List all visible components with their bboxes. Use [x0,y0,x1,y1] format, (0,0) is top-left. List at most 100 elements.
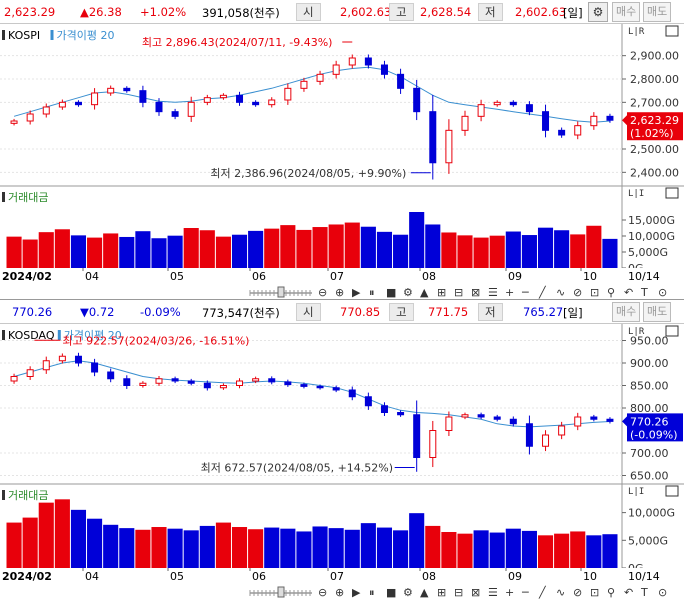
kosdaq-x-tick-label: 07 [330,570,344,583]
kospi-tool-icon: ∿ [556,286,565,299]
kosdaq-volume-bar [409,513,425,568]
kospi-last-price-pointer [622,115,627,126]
kospi-candle [187,101,195,117]
kospi-candle [252,101,260,106]
kospi-toolbar-icons[interactable]: ⊖ ⊕ ▶ ⏸ ■ ⚙ ▲ ⊞ ⊟ ⊠ ☰ + ─ ╱ ∿ ⊘ ⊡ ⚲ ↶ T ⊙ [0,284,684,300]
kospi-tool-icon: ⊕ [335,286,344,299]
kospi-tool-icon: ⊠ [471,286,480,299]
kosdaq-tool-icon: T [640,586,648,599]
kosdaq-tool-icon: ⊠ [471,586,480,599]
gear-icon[interactable]: ⚙ [588,2,608,22]
kosdaq-toolbar-icons[interactable]: ⊖ ⊕ ▶ ⏸ ■ ⚙ ▲ ⊞ ⊟ ⊠ ☰ + ─ ╱ ∿ ⊘ ⊡ ⚲ ↶ T ⊙ [0,584,684,600]
kospi-tool-icon: ⚙ [403,286,413,299]
kospi-min-annotation: 최저 2,386.96(2024/08/05, +9.90%) [210,167,406,180]
kosdaq-candle [493,416,501,420]
kospi-volume-bar [264,228,280,268]
kosdaq-candle [139,382,147,386]
kosdaq-x-tick-label: 05 [170,570,184,583]
kosdaq-tool-icon: ∿ [556,586,565,599]
kospi-volume-bar [87,237,103,268]
kosdaq-candle [58,355,66,362]
kospi-volume-bar [586,225,602,268]
kosdaq-volume-label: 거래대금 [8,489,48,502]
kosdaq-volume-bar [215,522,231,568]
kospi-lr-button: L|R [628,27,645,37]
kosdaq-max-annotation: 최고 922.57(2024/03/26, -16.51%) [62,334,249,347]
kospi-tool-icon: T [640,286,648,299]
kosdaq-ma-line [13,360,610,428]
kosdaq-chart-panel: KOSDAQ 가격이평 20 950.00 900.00 850.00 800.00 700… [0,324,684,568]
kosdaq-chart-svg: KOSDAQ 가격이평 20 950.00 900.00 850.00 800.00 700… [0,324,684,568]
kosdaq-price-tick-label: 950.00 [630,335,669,348]
kosdaq-change: ▼0.72 [80,305,115,319]
kosdaq-volume-bar [38,502,54,568]
kosdaq-high-label: 고 [389,303,414,321]
kospi-tool-icon: ⊖ [318,286,327,299]
kospi-volume-bar [312,227,328,268]
kosdaq-volume-bar [135,529,151,568]
kospi-high: 2,628.54 [420,5,472,19]
kosdaq-volume-bar [6,522,22,568]
kospi-volume-bar [344,222,360,268]
kospi-x-axis: 2024/02 04 05 06 07 08 09 10 10/14 [2,268,660,283]
buy-button[interactable]: 매수 [612,2,641,22]
kospi-volume-bar [248,230,264,268]
kospi-volume-bar [103,233,119,268]
kosdaq-volume-bar [264,527,280,568]
kospi-volume-bar [489,235,505,268]
kosdaq-volume-bar [328,528,344,568]
kosdaq-candle [236,380,244,386]
kosdaq-candle [219,385,227,389]
sell-button[interactable]: 매도 [643,2,672,22]
kosdaq-candle [123,378,131,386]
kosdaq-volume-tick-label: 5,000G [628,534,668,547]
kosdaq-volume-bar [425,525,441,568]
kospi-tool-icon: ▲ [420,286,429,299]
kosdaq-volume-bar [344,529,360,568]
kospi-volume-bar [215,236,231,268]
kosdaq-candle [348,389,356,398]
kospi-candle [348,57,356,66]
kospi-toolbar: ⊖ ⊕ ▶ ⏸ ■ ⚙ ▲ ⊞ ⊟ ⊠ ☰ + ─ ╱ ∿ ⊘ ⊡ ⚲ ↶ T ⊙ [0,284,684,300]
kospi-last-pct-text: (1.02%) [630,127,674,140]
kosdaq-price-tick-label: 850.00 [630,380,669,393]
kosdaq-candle [461,414,469,418]
kospi-change: ▲26.38 [80,5,122,19]
kospi-period[interactable]: [일] [563,6,583,20]
sell-button-kosdaq[interactable]: 매도 [643,302,672,322]
kospi-tool-icon: ■ [386,286,396,299]
kospi-low-label: 저 [478,3,503,21]
kosdaq-change-pct: -0.09% [140,305,181,319]
kospi-axis-row: 2024/02 04 05 06 07 08 09 10 10/14 [0,268,684,284]
kospi-candle [316,73,324,82]
kosdaq-x-axis: 2024/02 04 05 06 07 08 09 10 10/14 [2,568,660,583]
kosdaq-ma-marker [57,330,61,340]
kospi-candle [542,111,550,131]
kosdaq-candle [606,418,614,422]
kospi-tool-icon: ⊟ [454,286,463,299]
kosdaq-candle [187,380,195,384]
kosdaq-volume-bar [570,531,586,568]
kosdaq-volume-bar [231,527,248,568]
buy-button-kosdaq[interactable]: 매수 [612,302,641,322]
kospi-volume-bar [393,234,409,268]
kosdaq-volume-bar [586,535,602,568]
kosdaq-candle [574,416,582,427]
kospi-tool-icon: ⊙ [658,286,667,299]
kosdaq-volume: 773,547(천주) [202,306,280,320]
kosdaq-volume-bar [183,530,199,568]
kosdaq-volume-bar [54,499,70,568]
kospi-x-tick-label: 10 [583,270,597,283]
kosdaq-volume-close-icon [665,485,679,497]
kosdaq-period[interactable]: [일] [563,306,583,320]
kospi-volume-bar [328,224,344,268]
kospi-candle [525,104,533,113]
kospi-tool-icon: ╱ [538,285,547,299]
kosdaq-tool-icon: ▲ [420,586,429,599]
kospi-candle [58,101,66,108]
kospi-volume-bar [119,236,135,268]
kosdaq-candle [525,423,533,447]
kospi-volume-tick-label: 0G [628,262,644,268]
kosdaq-volume-bar [376,527,393,568]
kospi-volume-bar [554,230,570,268]
